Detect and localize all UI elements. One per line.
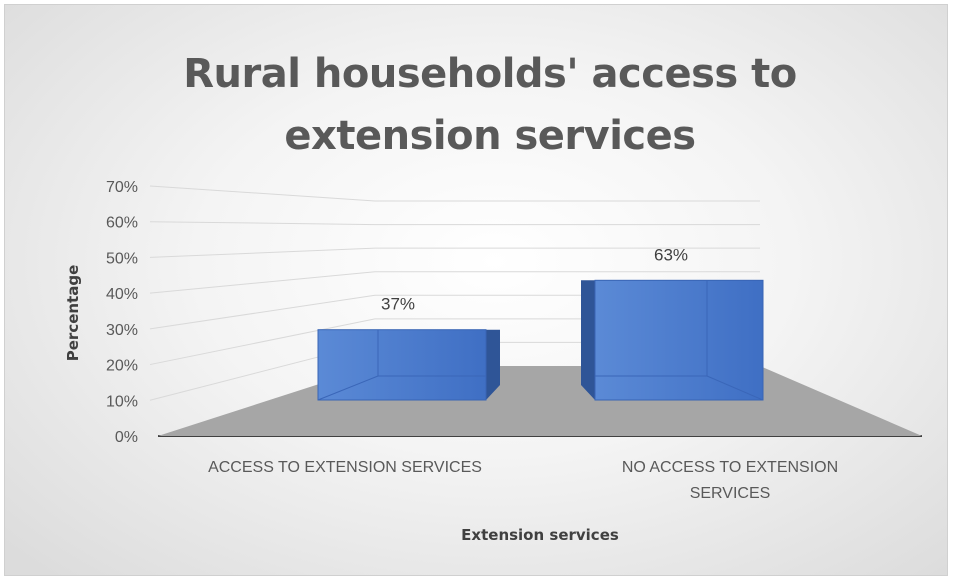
data-labels: 37% 63% (381, 245, 688, 313)
y-tick-label: 40% (106, 286, 138, 303)
y-tick-label: 60% (106, 215, 138, 232)
category-label: NO ACCESS TO EXTENSION SERVICES (622, 459, 838, 502)
gridline (149, 318, 376, 366)
gridline (149, 247, 376, 258)
y-axis-ticks: 0% 10% 20% 30% 40% 50% 60% 70% (106, 179, 138, 446)
bars (317, 279, 764, 401)
data-label: 37% (381, 295, 415, 314)
bar-side-face (486, 329, 500, 400)
y-tick-label: 70% (106, 179, 138, 196)
x-axis-title: Extension services (461, 526, 619, 544)
gridline (149, 294, 376, 330)
bar-edge (317, 375, 379, 401)
x-axis-categories: ACCESS TO EXTENSION SERVICES NO ACCESS TO… (208, 459, 838, 502)
bar-side-face (581, 280, 595, 400)
gridline (149, 221, 376, 226)
gridline (149, 185, 376, 202)
y-tick-label: 30% (106, 322, 138, 339)
y-tick-label: 10% (106, 393, 138, 410)
y-axis-title: Percentage (64, 265, 82, 362)
y-tick-label: 20% (106, 358, 138, 375)
bar-front-face (594, 279, 764, 401)
chart-floor (158, 366, 922, 436)
bar (581, 279, 764, 401)
chart-title: Rural households' access to extension se… (183, 51, 797, 159)
chart-area: Rural households' access to extension se… (4, 4, 948, 576)
bar-edge (706, 375, 764, 401)
bar (317, 329, 500, 401)
gridline (149, 271, 376, 294)
y-tick-label: 0% (115, 429, 138, 446)
data-label: 63% (654, 245, 688, 264)
category-label: ACCESS TO EXTENSION SERVICES (208, 459, 482, 476)
y-tick-label: 50% (106, 250, 138, 267)
